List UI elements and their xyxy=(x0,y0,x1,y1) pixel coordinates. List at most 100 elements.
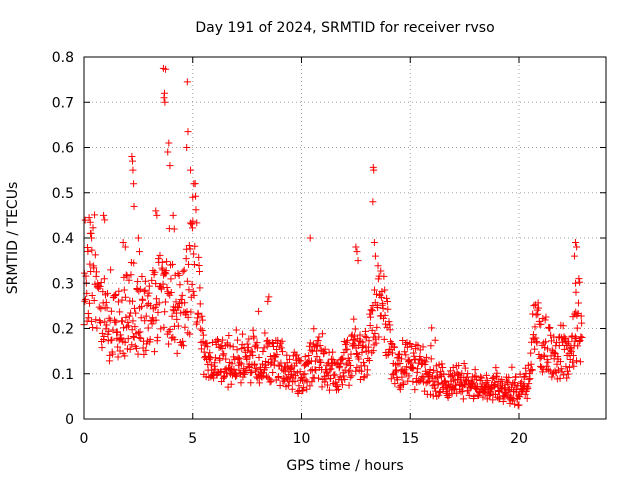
data-point xyxy=(203,343,211,351)
data-point xyxy=(429,392,437,400)
data-point xyxy=(531,345,539,353)
data-point xyxy=(183,144,191,151)
data-point xyxy=(347,350,355,358)
data-point xyxy=(160,323,168,331)
y-tick-label: 0.7 xyxy=(52,95,74,111)
data-point xyxy=(140,287,148,295)
data-point xyxy=(267,377,275,385)
data-point xyxy=(370,166,378,174)
data-point xyxy=(118,296,126,304)
data-point xyxy=(307,346,315,354)
data-point xyxy=(367,313,375,321)
data-point xyxy=(100,211,108,219)
data-point xyxy=(258,373,266,381)
data-point xyxy=(511,400,519,408)
data-point xyxy=(130,180,138,188)
data-point xyxy=(165,340,173,348)
data-point xyxy=(136,285,144,293)
data-point xyxy=(121,352,129,360)
data-point xyxy=(369,347,377,355)
data-point xyxy=(565,363,573,371)
data-point xyxy=(95,303,103,311)
data-point xyxy=(329,356,337,364)
data-point xyxy=(99,299,107,307)
data-point xyxy=(270,352,278,360)
data-point xyxy=(92,316,100,324)
data-point xyxy=(190,180,198,188)
data-point xyxy=(160,94,168,102)
data-point xyxy=(225,332,233,340)
data-point xyxy=(459,395,467,403)
data-point xyxy=(527,349,535,357)
data-point xyxy=(422,358,430,366)
data-point xyxy=(365,343,373,351)
data-point xyxy=(104,330,112,338)
data-point xyxy=(130,202,138,210)
data-point xyxy=(325,386,333,394)
data-point xyxy=(255,307,263,315)
data-point xyxy=(428,372,436,380)
data-point xyxy=(114,298,122,306)
data-point xyxy=(389,349,397,357)
data-point xyxy=(290,368,298,376)
data-point xyxy=(371,329,379,337)
data-point xyxy=(544,358,552,366)
data-point xyxy=(432,387,440,395)
data-point xyxy=(434,379,442,387)
data-point xyxy=(460,360,468,367)
data-point xyxy=(181,299,189,307)
data-point xyxy=(431,336,439,344)
data-point xyxy=(156,251,164,259)
data-point xyxy=(103,289,111,297)
data-point xyxy=(543,362,551,370)
data-point xyxy=(370,239,378,247)
data-point xyxy=(245,335,253,343)
data-point xyxy=(144,324,152,332)
data-point xyxy=(179,268,187,276)
data-point xyxy=(560,371,568,379)
data-point xyxy=(232,326,240,334)
data-point xyxy=(431,384,439,392)
data-point xyxy=(370,286,378,294)
data-point xyxy=(229,343,237,351)
data-point xyxy=(470,392,478,400)
data-point xyxy=(130,259,138,267)
data-point xyxy=(180,266,188,274)
y-axis-label: SRMTID / TECUs xyxy=(5,182,21,295)
data-point xyxy=(96,317,104,325)
data-point xyxy=(572,279,580,287)
data-point xyxy=(259,348,267,356)
data-point xyxy=(199,316,207,324)
data-point xyxy=(98,329,106,337)
data-point xyxy=(191,242,199,250)
data-point xyxy=(384,305,392,313)
data-point xyxy=(398,373,406,381)
data-point xyxy=(324,381,332,389)
data-point xyxy=(473,376,481,384)
data-point xyxy=(152,295,160,303)
data-point xyxy=(457,388,465,396)
data-point xyxy=(88,292,96,300)
data-point xyxy=(300,383,308,391)
data-point xyxy=(100,332,108,340)
data-point xyxy=(497,385,505,393)
data-point xyxy=(286,355,294,363)
data-point xyxy=(154,333,162,341)
data-point xyxy=(123,272,131,280)
data-point xyxy=(192,206,200,214)
data-point xyxy=(250,334,258,342)
data-point xyxy=(120,324,128,332)
data-point xyxy=(306,342,314,350)
data-point xyxy=(458,369,466,377)
data-point xyxy=(573,243,581,251)
data-point xyxy=(398,355,406,363)
data-point xyxy=(276,342,284,350)
data-point xyxy=(162,65,170,73)
data-point xyxy=(91,211,99,219)
data-point xyxy=(381,320,389,328)
data-point xyxy=(321,345,329,353)
data-point xyxy=(117,334,125,342)
data-point xyxy=(174,322,182,330)
data-point xyxy=(521,390,529,398)
data-point xyxy=(122,313,130,321)
